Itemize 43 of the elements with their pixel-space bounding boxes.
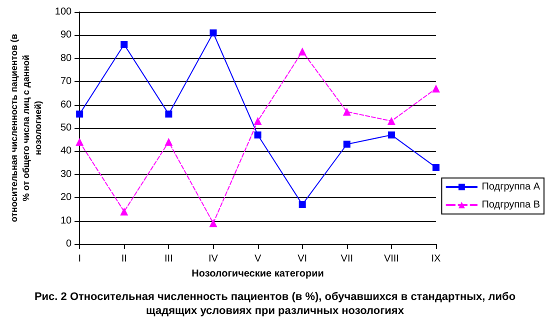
- point: [209, 219, 218, 228]
- x-tick-label: I: [78, 254, 81, 264]
- legend-label: Подгруппа В: [482, 200, 540, 210]
- point: [343, 140, 350, 148]
- x-tick-label: VI: [298, 254, 308, 264]
- point: [76, 138, 84, 146]
- point: [387, 117, 396, 126]
- legend-label: Подгруппа А: [482, 182, 540, 192]
- point: [120, 40, 128, 48]
- y-tick-label: 0: [66, 238, 72, 250]
- point: [76, 110, 84, 118]
- point: [254, 131, 262, 138]
- y-tick-label: 10: [60, 215, 72, 226]
- point: [298, 201, 306, 208]
- y-tick-label: 50: [60, 122, 72, 134]
- x-tick-label: III: [164, 254, 173, 264]
- y-tick-label: 70: [60, 76, 72, 88]
- point: [298, 47, 306, 56]
- point: [342, 108, 351, 116]
- x-axis-title: Нозологические категории: [192, 268, 324, 280]
- y-tick-label: 100: [54, 6, 72, 18]
- point: [432, 164, 440, 171]
- y-axis-title: относительная численность пациентов (в % от общего числа лиц с данной нозологией): [9, 33, 43, 222]
- point: [388, 131, 395, 138]
- point: [432, 84, 440, 93]
- point: [120, 208, 128, 216]
- text: Рис. 2 Относительная численность пациентов (в %), обучавшихся в стандартных, либо щадящих условиях при различных нозологиях: [34, 291, 516, 317]
- point: [254, 117, 262, 126]
- y-tick-label: 40: [60, 146, 72, 157]
- x-tick-label: V: [254, 254, 262, 264]
- x-tick-label: IX: [431, 254, 442, 264]
- y-tick-label: 60: [60, 99, 72, 110]
- x-tick-label: II: [121, 254, 127, 264]
- y-tick-label: 20: [60, 192, 72, 204]
- y-tick-label: 30: [60, 168, 72, 180]
- x-tick-label: IV: [208, 254, 218, 264]
- y-tick-label: 80: [60, 52, 72, 64]
- y-tick-label: 90: [60, 30, 72, 41]
- x-tick-label: VIII: [384, 254, 399, 264]
- point: [165, 110, 172, 118]
- point: [210, 29, 217, 36]
- point: [164, 138, 173, 146]
- x-tick-label: VII: [340, 254, 354, 264]
